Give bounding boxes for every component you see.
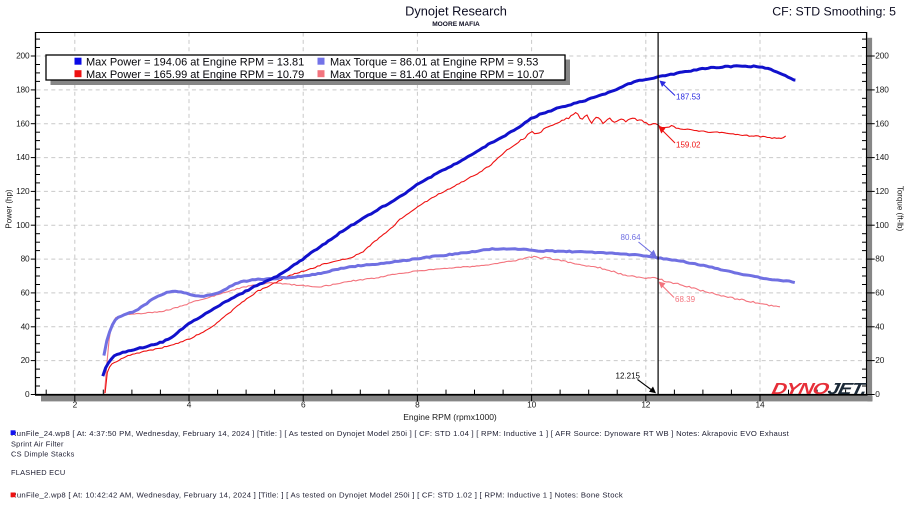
svg-text:68.39: 68.39 [675, 295, 696, 304]
svg-text:120: 120 [16, 186, 30, 196]
svg-text:0: 0 [875, 389, 880, 399]
svg-text:FLASHED ECU: FLASHED ECU [11, 468, 66, 477]
svg-text:DYNO: DYNO [770, 379, 831, 397]
svg-text:100: 100 [16, 220, 30, 230]
svg-text:RunFile_24.wp8 [ At: 4:37:50 P: RunFile_24.wp8 [ At: 4:37:50 PM, Wednesd… [11, 429, 789, 438]
svg-text:160: 160 [875, 118, 889, 128]
svg-text:Engine RPM (rpmx1000): Engine RPM (rpmx1000) [403, 412, 497, 422]
svg-text:Sprint Air Filter: Sprint Air Filter [11, 439, 64, 448]
svg-text:Power (hp): Power (hp) [4, 189, 13, 228]
svg-text:12.215: 12.215 [616, 372, 641, 381]
svg-text:RunFile_2.wp8 [ At: 10:42:42 A: RunFile_2.wp8 [ At: 10:42:42 AM, Wednesd… [11, 491, 623, 500]
svg-text:60: 60 [875, 288, 884, 298]
svg-text:40: 40 [875, 321, 884, 331]
svg-text:40: 40 [21, 321, 30, 331]
svg-text:200: 200 [875, 51, 889, 61]
svg-text:160: 160 [16, 118, 30, 128]
svg-text:2: 2 [73, 400, 78, 410]
svg-text:JET.: JET. [826, 379, 868, 397]
svg-text:200: 200 [16, 51, 30, 61]
svg-text:80: 80 [21, 254, 30, 264]
svg-text:180: 180 [875, 85, 889, 95]
svg-text:20: 20 [875, 355, 884, 365]
svg-text:4: 4 [187, 400, 192, 410]
svg-text:8: 8 [415, 400, 420, 410]
svg-text:CF: STD Smoothing: 5: CF: STD Smoothing: 5 [772, 5, 896, 19]
svg-text:100: 100 [875, 220, 889, 230]
svg-text:0: 0 [25, 389, 30, 399]
svg-text:80: 80 [875, 254, 884, 264]
svg-text:140: 140 [16, 152, 30, 162]
svg-text:80.64: 80.64 [621, 233, 642, 242]
svg-text:20: 20 [21, 355, 30, 365]
svg-text:159.02: 159.02 [676, 141, 701, 150]
svg-text:Max Torque = 81.40 at Engine R: Max Torque = 81.40 at Engine RPM = 10.07 [330, 69, 544, 81]
svg-text:Max Power = 194.06 at Engine R: Max Power = 194.06 at Engine RPM = 13.81 [86, 56, 304, 68]
svg-text:12: 12 [641, 400, 650, 410]
svg-text:180: 180 [16, 85, 30, 95]
svg-text:6: 6 [301, 400, 306, 410]
svg-text:10: 10 [527, 400, 536, 410]
svg-text:Max Power = 165.99 at Engine R: Max Power = 165.99 at Engine RPM = 10.79 [86, 69, 304, 81]
svg-text:60: 60 [21, 288, 30, 298]
svg-text:14: 14 [756, 400, 765, 410]
svg-text:CS Dimple Stacks: CS Dimple Stacks [11, 449, 75, 458]
svg-text:140: 140 [875, 152, 889, 162]
svg-text:MOORE MAFIA: MOORE MAFIA [432, 21, 480, 28]
svg-text:Max Torque = 86.01 at Engine R: Max Torque = 86.01 at Engine RPM = 9.53 [330, 56, 538, 68]
svg-text:Torque (ft-lb): Torque (ft-lb) [896, 186, 905, 232]
svg-text:187.53: 187.53 [676, 93, 701, 102]
svg-text:Dynojet Research: Dynojet Research [405, 4, 507, 19]
svg-text:120: 120 [875, 186, 889, 196]
